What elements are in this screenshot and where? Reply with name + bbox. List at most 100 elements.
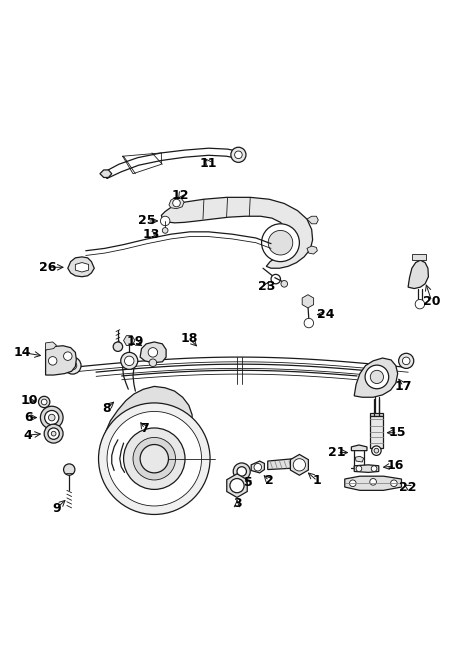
Circle shape <box>40 406 63 429</box>
Text: 11: 11 <box>200 157 218 170</box>
Circle shape <box>38 397 50 408</box>
Text: 5: 5 <box>245 476 253 489</box>
Text: 26: 26 <box>39 260 57 274</box>
Text: 20: 20 <box>423 295 440 308</box>
Text: 3: 3 <box>233 497 241 510</box>
Text: 10: 10 <box>20 394 38 407</box>
Circle shape <box>235 151 242 159</box>
Polygon shape <box>124 336 135 345</box>
Text: 21: 21 <box>328 446 346 459</box>
Circle shape <box>365 365 389 389</box>
Circle shape <box>304 318 314 328</box>
Circle shape <box>231 147 246 163</box>
Polygon shape <box>345 476 401 491</box>
Text: 6: 6 <box>24 411 32 424</box>
Polygon shape <box>75 262 89 272</box>
Text: 22: 22 <box>399 481 417 494</box>
Circle shape <box>133 437 175 480</box>
Polygon shape <box>412 254 426 260</box>
Circle shape <box>374 448 379 453</box>
Circle shape <box>140 445 168 473</box>
Circle shape <box>146 412 163 430</box>
Circle shape <box>121 353 138 369</box>
Polygon shape <box>227 474 247 498</box>
Circle shape <box>254 463 262 471</box>
Circle shape <box>48 414 55 421</box>
Circle shape <box>51 432 56 436</box>
Circle shape <box>391 480 397 487</box>
Circle shape <box>268 231 293 255</box>
Circle shape <box>370 370 383 384</box>
Circle shape <box>68 362 77 370</box>
Polygon shape <box>140 342 166 363</box>
Circle shape <box>99 403 210 515</box>
Text: 18: 18 <box>180 332 198 345</box>
Polygon shape <box>354 465 379 472</box>
Text: 19: 19 <box>127 336 144 349</box>
Circle shape <box>281 281 288 287</box>
Polygon shape <box>354 358 398 397</box>
Circle shape <box>64 357 81 374</box>
Circle shape <box>303 297 313 306</box>
Circle shape <box>64 352 72 360</box>
Text: 25: 25 <box>138 214 156 227</box>
Polygon shape <box>268 459 294 470</box>
Polygon shape <box>251 461 264 473</box>
Circle shape <box>125 356 134 365</box>
Text: 9: 9 <box>52 502 61 515</box>
Circle shape <box>372 446 381 456</box>
Polygon shape <box>46 346 76 375</box>
Text: 24: 24 <box>317 308 335 321</box>
Circle shape <box>48 428 59 439</box>
Circle shape <box>64 464 75 475</box>
Polygon shape <box>104 386 192 456</box>
Circle shape <box>262 224 300 262</box>
Circle shape <box>113 342 123 351</box>
Circle shape <box>173 199 180 207</box>
Polygon shape <box>169 198 184 209</box>
Polygon shape <box>46 342 56 350</box>
Text: 1: 1 <box>313 474 322 487</box>
Polygon shape <box>307 216 318 224</box>
Polygon shape <box>291 454 309 475</box>
Circle shape <box>370 478 376 485</box>
Circle shape <box>148 347 157 357</box>
Circle shape <box>149 359 156 367</box>
Polygon shape <box>370 416 383 448</box>
Polygon shape <box>351 445 367 450</box>
Text: 2: 2 <box>265 474 273 487</box>
Circle shape <box>160 216 170 226</box>
Polygon shape <box>161 198 313 268</box>
Circle shape <box>399 353 414 369</box>
Text: 16: 16 <box>387 459 404 472</box>
Text: 14: 14 <box>13 346 31 359</box>
Circle shape <box>233 463 250 480</box>
Circle shape <box>402 357 410 365</box>
Circle shape <box>48 356 57 365</box>
Text: 7: 7 <box>140 422 149 435</box>
Polygon shape <box>408 260 428 288</box>
Circle shape <box>230 478 244 492</box>
Text: 23: 23 <box>257 280 275 293</box>
Text: 13: 13 <box>142 227 160 240</box>
Circle shape <box>41 399 47 405</box>
Circle shape <box>162 227 168 233</box>
Text: 12: 12 <box>172 189 189 202</box>
Polygon shape <box>355 456 364 462</box>
Text: 17: 17 <box>395 380 412 393</box>
Text: 15: 15 <box>389 426 406 439</box>
Circle shape <box>107 411 201 506</box>
Circle shape <box>45 410 59 424</box>
Circle shape <box>349 480 356 487</box>
Text: 4: 4 <box>24 428 33 441</box>
Polygon shape <box>68 257 94 277</box>
Text: 8: 8 <box>103 402 111 415</box>
Circle shape <box>371 466 377 472</box>
Circle shape <box>237 467 246 476</box>
Circle shape <box>415 299 425 309</box>
Circle shape <box>293 459 306 471</box>
Circle shape <box>44 424 63 443</box>
Circle shape <box>356 466 362 472</box>
Polygon shape <box>370 413 383 416</box>
Polygon shape <box>302 295 314 308</box>
